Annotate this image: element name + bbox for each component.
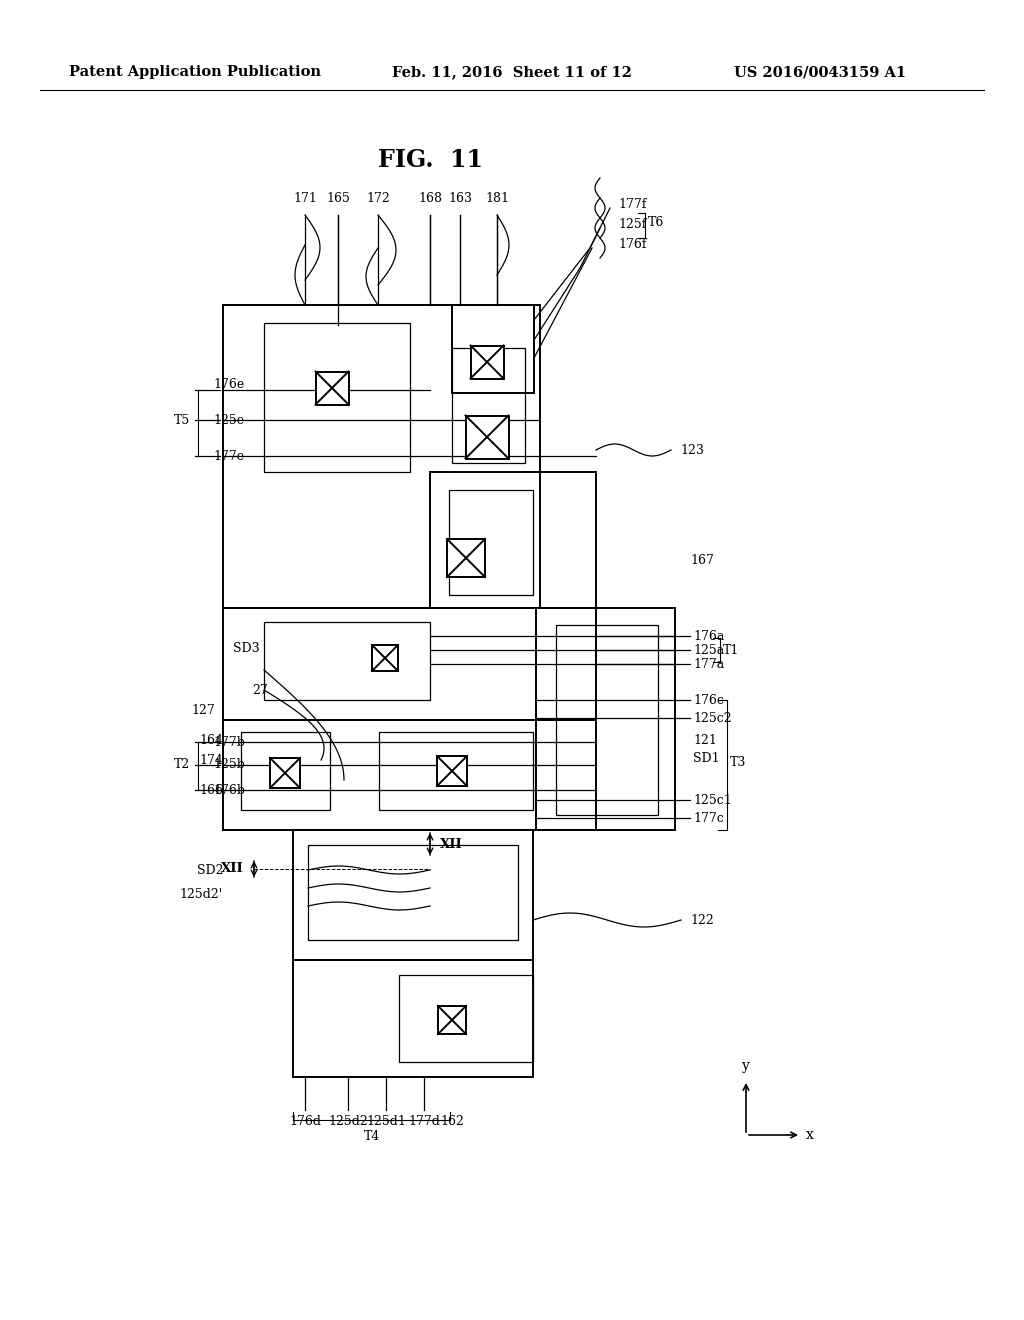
Text: 168: 168 xyxy=(418,191,442,205)
Text: y: y xyxy=(742,1059,750,1073)
Text: 176a: 176a xyxy=(693,630,724,643)
Text: 125d2: 125d2 xyxy=(328,1115,368,1129)
Text: T3: T3 xyxy=(730,756,746,770)
Bar xyxy=(270,758,300,788)
Text: 171: 171 xyxy=(293,191,317,205)
Text: 125e: 125e xyxy=(213,413,244,426)
Text: 125c2: 125c2 xyxy=(693,711,731,725)
Bar xyxy=(466,416,509,458)
Text: 166: 166 xyxy=(199,784,223,796)
Text: 176f: 176f xyxy=(618,239,646,252)
Bar xyxy=(452,305,534,393)
Text: T5: T5 xyxy=(174,413,190,426)
Bar xyxy=(536,609,675,830)
Bar xyxy=(438,1006,466,1034)
Text: 164: 164 xyxy=(199,734,223,747)
Text: XII: XII xyxy=(221,862,244,875)
Text: SD2: SD2 xyxy=(197,863,223,876)
Text: 125a: 125a xyxy=(693,644,724,656)
Bar xyxy=(223,719,596,830)
Text: T4: T4 xyxy=(364,1130,380,1143)
Bar xyxy=(399,975,534,1063)
Text: SD1: SD1 xyxy=(693,751,720,764)
Text: 177a: 177a xyxy=(693,657,724,671)
Bar xyxy=(241,733,330,810)
Bar xyxy=(223,609,596,719)
Bar xyxy=(264,323,410,473)
Text: Patent Application Publication: Patent Application Publication xyxy=(69,65,321,79)
Bar xyxy=(293,960,534,1077)
Text: T6: T6 xyxy=(648,216,665,230)
Text: 176e: 176e xyxy=(213,379,245,392)
Bar xyxy=(379,733,534,810)
Text: 177d: 177d xyxy=(408,1115,440,1129)
Text: XII: XII xyxy=(440,837,463,850)
Bar xyxy=(447,539,485,577)
Text: 125c1: 125c1 xyxy=(693,793,732,807)
Text: SD3: SD3 xyxy=(233,642,260,655)
Text: 177e: 177e xyxy=(213,450,244,462)
Bar xyxy=(223,305,540,609)
Text: 163: 163 xyxy=(449,191,472,205)
Bar xyxy=(308,845,518,940)
Text: 172: 172 xyxy=(367,191,390,205)
Text: 176b: 176b xyxy=(213,784,245,796)
Text: 176c: 176c xyxy=(693,693,724,706)
Text: 27: 27 xyxy=(252,684,268,697)
Bar xyxy=(556,624,658,814)
Bar xyxy=(449,490,534,595)
Text: 125d1: 125d1 xyxy=(366,1115,406,1129)
Text: 123: 123 xyxy=(680,444,703,457)
Text: x: x xyxy=(806,1129,814,1142)
Bar xyxy=(264,622,430,700)
Text: 181: 181 xyxy=(485,191,509,205)
Text: Feb. 11, 2016  Sheet 11 of 12: Feb. 11, 2016 Sheet 11 of 12 xyxy=(392,65,632,79)
Bar xyxy=(293,830,534,960)
Text: 127: 127 xyxy=(191,704,215,717)
Text: 125d2': 125d2' xyxy=(180,888,223,902)
Text: 177c: 177c xyxy=(693,812,724,825)
Text: 125b: 125b xyxy=(213,759,245,771)
Bar xyxy=(452,348,525,463)
Text: 122: 122 xyxy=(690,913,714,927)
Text: 177b: 177b xyxy=(213,735,245,748)
Text: 174: 174 xyxy=(199,754,223,767)
Bar xyxy=(430,473,596,609)
Bar xyxy=(437,756,467,785)
Text: 125f: 125f xyxy=(618,219,646,231)
Text: 162: 162 xyxy=(440,1115,464,1129)
Text: 177f: 177f xyxy=(618,198,646,211)
Text: 121: 121 xyxy=(693,734,717,747)
Text: T2: T2 xyxy=(174,759,190,771)
Bar xyxy=(372,645,398,671)
Text: 167: 167 xyxy=(690,553,714,566)
Text: T1: T1 xyxy=(723,644,739,656)
Bar xyxy=(470,346,504,379)
Text: 176d: 176d xyxy=(289,1115,321,1129)
Text: US 2016/0043159 A1: US 2016/0043159 A1 xyxy=(734,65,906,79)
Text: 165: 165 xyxy=(326,191,350,205)
Bar xyxy=(315,371,348,404)
Text: FIG.  11: FIG. 11 xyxy=(378,148,482,172)
